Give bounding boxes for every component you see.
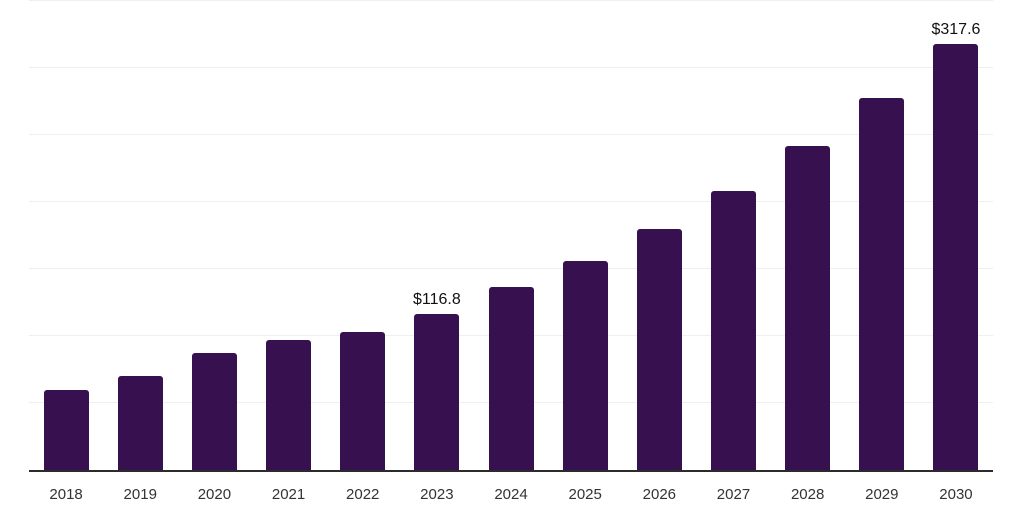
bar-slot: $317.6 [919, 1, 993, 470]
bar-2021 [266, 340, 312, 470]
bar-2025 [562, 260, 608, 470]
plot-area: $116.8 $317.6 [29, 0, 993, 472]
bar-slot [474, 1, 548, 470]
bar-slot [548, 1, 622, 470]
bar-2026 [636, 228, 682, 470]
bar-2024 [488, 287, 534, 470]
x-axis-label: 2020 [197, 486, 232, 503]
x-axis-label: 2027 [716, 486, 751, 503]
bar-slot [29, 1, 103, 470]
x-axis-label: 2021 [271, 486, 306, 503]
bar-2020 [191, 353, 237, 470]
bar-slot [771, 1, 845, 470]
x-axis-label: 2025 [568, 486, 602, 503]
gridline [29, 201, 993, 202]
x-axis-label: 2018 [49, 486, 83, 503]
bar-slot [251, 1, 325, 470]
gridline [29, 134, 993, 135]
x-axis-label: 2022 [346, 486, 380, 503]
bar-2023: $116.8 [413, 291, 461, 470]
bar-slot [177, 1, 251, 470]
x-axis-label: 2026 [642, 486, 677, 503]
bar-2027 [710, 190, 756, 470]
bar-2028 [785, 146, 831, 470]
x-axis-label: 2028 [790, 486, 825, 503]
bar-slot: $116.8 [400, 1, 474, 470]
x-axis-label: 2029 [865, 486, 899, 503]
bar-value-label: $116.8 [412, 290, 461, 308]
x-axis-label: 2024 [494, 486, 528, 503]
x-axis-label: 2023 [420, 486, 454, 503]
bar-slot [696, 1, 770, 470]
bar-value-label: $317.6 [931, 21, 981, 39]
x-axis-label: 2030 [939, 486, 973, 503]
bar-slot [103, 1, 177, 470]
gridline [29, 0, 993, 1]
gridline [29, 268, 993, 269]
bar-2018 [43, 389, 89, 470]
bar-2019 [117, 375, 163, 470]
x-axis-line [29, 470, 993, 472]
bar-slot [622, 1, 696, 470]
bar-2029 [859, 98, 905, 470]
gridline [29, 67, 993, 68]
bar-slot [845, 1, 919, 470]
x-axis-label: 2019 [123, 486, 157, 503]
bars-container: $116.8 $317.6 [29, 1, 993, 470]
bar-slot [326, 1, 400, 470]
bar-2022 [340, 331, 386, 470]
x-axis-labels: 2018 2019 2020 2021 2022 2023 2024 2025 2026 2027… [29, 486, 993, 503]
bar-2030: $317.6 [931, 21, 980, 470]
